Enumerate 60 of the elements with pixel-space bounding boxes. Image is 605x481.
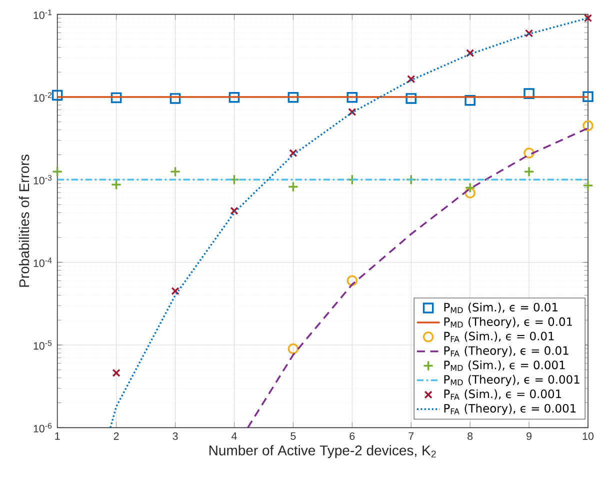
y-tick-label: 10$^{-2}$ [34, 92, 52, 102]
point [524, 29, 534, 38]
x-tick-label: 1 [55, 432, 60, 440]
legend-label: P$_{MD}$ (Theory), ϵ = 0.01 [444, 317, 572, 328]
point [288, 343, 299, 354]
point [582, 91, 594, 102]
point [582, 120, 594, 132]
point [464, 188, 476, 198]
point [52, 166, 63, 178]
y-tick-label: 10$^{-5}$ [34, 340, 52, 350]
point [228, 92, 240, 103]
point [110, 92, 122, 104]
x-tick-label: 10 [582, 432, 594, 440]
point [289, 148, 298, 158]
legend-label: P$_{MD}$ (Sim.), ϵ = 0.01 [444, 302, 558, 314]
x-tick-label: 6 [350, 432, 355, 440]
point [230, 206, 238, 215]
y-tick-label: 10$^{-1}$ [34, 10, 52, 20]
point [170, 93, 181, 104]
y-axis-title: Probabilities of Errors [18, 154, 30, 287]
y-tick-label: 10$^{-6}$ [34, 422, 52, 432]
legend-label: P$_{FA}$ (Theory), ϵ = 0.01 [444, 346, 568, 358]
point [346, 275, 358, 286]
x-tick-label: 8 [468, 432, 473, 440]
legend-label: P$_{FA}$ (Sim.), ϵ = 0.001 [444, 389, 562, 400]
point [110, 179, 122, 190]
y-tick-label: 10$^{-3}$ [34, 174, 52, 184]
point [52, 90, 63, 101]
legend-label: P$_{MD}$ (Sim.), ϵ = 0.001 [444, 360, 565, 371]
line-series [246, 127, 588, 428]
point [584, 14, 592, 22]
point [288, 181, 299, 192]
x-axis-title: Number of Active Type-2 devices, K$_{2}$ [209, 445, 436, 458]
point [112, 368, 120, 377]
point [524, 148, 534, 158]
x-tick-label: 9 [526, 432, 532, 440]
legend-label: P$_{FA}$ (Sim.), ϵ = 0.01 [444, 332, 554, 342]
point [406, 93, 417, 104]
x-tick-label: 5 [290, 432, 296, 440]
point [170, 166, 181, 178]
point [288, 92, 299, 103]
point [406, 174, 417, 186]
point [407, 74, 416, 84]
line-series [110, 17, 588, 428]
point [348, 108, 356, 116]
x-tick-label: 2 [114, 432, 119, 440]
point [464, 94, 476, 106]
point [524, 166, 534, 178]
point [171, 286, 180, 296]
legend-label: P$_{MD}$ (Theory), ϵ = 0.001 [444, 374, 580, 386]
y-tick-label: 10$^{-4}$ [34, 258, 52, 268]
point [464, 182, 476, 194]
legend-label: P$_{FA}$ (Theory), ϵ = 0.001 [444, 404, 576, 415]
x-tick-label: 4 [232, 432, 237, 440]
point [524, 88, 534, 99]
x-tick-label: 3 [172, 432, 178, 440]
point [582, 180, 594, 191]
x-tick-label: 7 [408, 432, 414, 440]
point [346, 92, 358, 103]
point [466, 48, 474, 58]
